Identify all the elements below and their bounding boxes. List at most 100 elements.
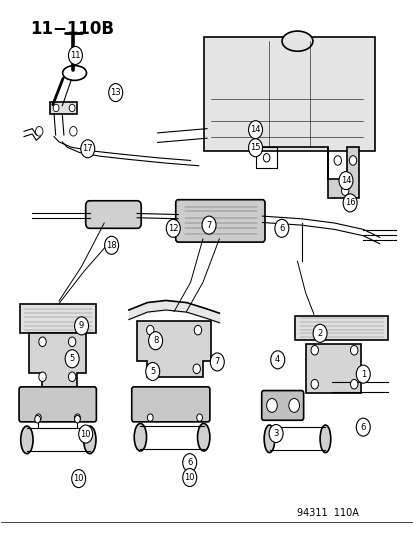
- Circle shape: [266, 399, 277, 413]
- Circle shape: [36, 126, 43, 136]
- FancyBboxPatch shape: [176, 200, 264, 242]
- Circle shape: [39, 372, 46, 382]
- Circle shape: [145, 362, 159, 381]
- FancyBboxPatch shape: [295, 317, 387, 340]
- Text: 14: 14: [340, 176, 350, 185]
- Ellipse shape: [21, 426, 33, 454]
- Polygon shape: [29, 333, 85, 390]
- Circle shape: [74, 416, 80, 423]
- Circle shape: [69, 104, 75, 112]
- Text: 13: 13: [110, 88, 121, 97]
- Circle shape: [68, 372, 76, 382]
- Circle shape: [194, 325, 201, 335]
- Ellipse shape: [281, 31, 312, 51]
- FancyBboxPatch shape: [261, 391, 303, 420]
- Circle shape: [81, 140, 95, 158]
- Text: 10: 10: [184, 473, 195, 482]
- FancyBboxPatch shape: [19, 387, 96, 422]
- Text: 11: 11: [70, 51, 81, 60]
- Text: 7: 7: [206, 221, 211, 230]
- FancyBboxPatch shape: [85, 201, 141, 228]
- Text: 94311  110A: 94311 110A: [297, 508, 358, 519]
- Circle shape: [288, 399, 299, 413]
- Circle shape: [341, 186, 348, 196]
- Circle shape: [268, 424, 282, 442]
- Text: 3: 3: [273, 429, 278, 438]
- Circle shape: [39, 337, 46, 346]
- Circle shape: [356, 418, 369, 436]
- Circle shape: [310, 379, 318, 389]
- Text: 5: 5: [69, 354, 75, 364]
- Circle shape: [69, 126, 77, 136]
- Circle shape: [333, 156, 341, 165]
- Circle shape: [342, 194, 356, 212]
- Ellipse shape: [134, 423, 146, 451]
- Circle shape: [338, 172, 352, 190]
- Circle shape: [53, 104, 59, 112]
- Polygon shape: [328, 147, 358, 198]
- Circle shape: [312, 324, 326, 342]
- Text: 9: 9: [79, 321, 84, 330]
- Circle shape: [71, 470, 85, 488]
- Text: 5: 5: [150, 367, 155, 376]
- Circle shape: [196, 414, 202, 421]
- Ellipse shape: [319, 425, 330, 453]
- FancyBboxPatch shape: [203, 37, 374, 151]
- Circle shape: [248, 120, 262, 139]
- Circle shape: [350, 345, 357, 355]
- Circle shape: [68, 46, 82, 64]
- Circle shape: [74, 317, 88, 335]
- Circle shape: [109, 84, 122, 102]
- Circle shape: [65, 350, 79, 368]
- Text: 2: 2: [317, 329, 322, 338]
- Circle shape: [274, 219, 288, 237]
- Circle shape: [35, 416, 40, 423]
- Circle shape: [146, 325, 154, 335]
- FancyBboxPatch shape: [20, 304, 96, 333]
- Text: 15: 15: [250, 143, 260, 152]
- Circle shape: [74, 414, 80, 421]
- Circle shape: [147, 414, 153, 421]
- Circle shape: [78, 425, 93, 443]
- Circle shape: [263, 154, 269, 162]
- Circle shape: [104, 236, 118, 254]
- Ellipse shape: [263, 425, 274, 453]
- FancyBboxPatch shape: [305, 344, 360, 393]
- Circle shape: [210, 353, 224, 371]
- Circle shape: [248, 139, 262, 157]
- Circle shape: [310, 345, 318, 355]
- Circle shape: [146, 364, 154, 374]
- Circle shape: [182, 469, 196, 487]
- Text: 4: 4: [275, 356, 280, 365]
- Text: 12: 12: [168, 224, 178, 233]
- Text: 14: 14: [250, 125, 260, 134]
- Circle shape: [202, 216, 216, 234]
- Text: 7: 7: [214, 358, 219, 367]
- Text: 11−110B: 11−110B: [30, 20, 114, 38]
- Circle shape: [349, 156, 356, 165]
- Ellipse shape: [197, 423, 209, 451]
- Circle shape: [270, 351, 284, 369]
- Text: 1: 1: [360, 369, 365, 378]
- Circle shape: [166, 219, 180, 237]
- Text: 16: 16: [344, 198, 354, 207]
- Text: 10: 10: [80, 430, 91, 439]
- Circle shape: [356, 365, 369, 383]
- Circle shape: [148, 332, 162, 350]
- Circle shape: [192, 364, 200, 374]
- Text: 6: 6: [187, 458, 192, 467]
- Circle shape: [182, 454, 196, 472]
- Text: 8: 8: [152, 336, 158, 345]
- Text: 18: 18: [106, 241, 116, 250]
- Ellipse shape: [83, 426, 96, 454]
- FancyBboxPatch shape: [50, 102, 76, 114]
- Circle shape: [68, 337, 76, 346]
- Circle shape: [350, 379, 357, 389]
- Text: 6: 6: [360, 423, 365, 432]
- Circle shape: [36, 414, 41, 421]
- Text: 6: 6: [278, 224, 284, 233]
- FancyBboxPatch shape: [131, 387, 209, 422]
- Polygon shape: [137, 320, 211, 377]
- Text: 17: 17: [82, 144, 93, 154]
- Text: 10: 10: [73, 474, 84, 483]
